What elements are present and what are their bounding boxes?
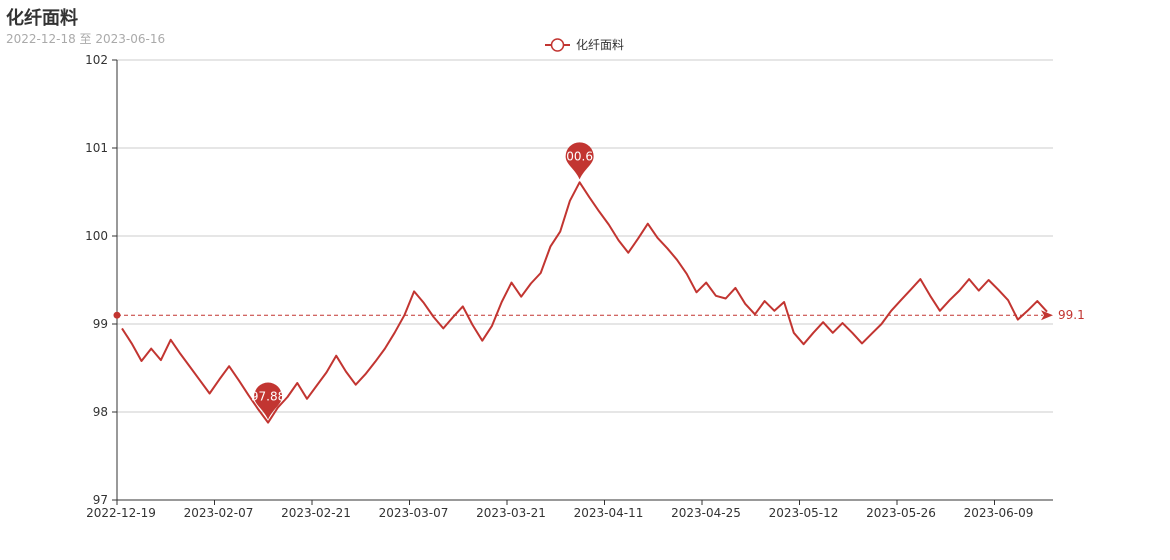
markpoints: 100.61 97.88 bbox=[251, 142, 601, 420]
axes: 97 98 99 100 101 102 2022-12-19 2023-02-07 2023-… bbox=[85, 53, 1053, 520]
chart-subtitle: 2022-12-18 至 2023-06-16 bbox=[6, 32, 166, 46]
markline-label: 99.1 bbox=[1058, 308, 1085, 322]
x-tick-label: 2023-06-09 bbox=[964, 506, 1034, 520]
grid-lines bbox=[117, 59, 1053, 413]
markpoint-label: 97.88 bbox=[251, 390, 285, 404]
legend-label: 化纤面料 bbox=[576, 38, 624, 52]
x-tick-label: 2023-05-26 bbox=[866, 506, 936, 520]
x-tick-label: 2023-02-07 bbox=[184, 506, 254, 520]
x-tick-label: 2023-03-21 bbox=[476, 506, 546, 520]
x-tick-label: 2023-02-21 bbox=[281, 506, 351, 520]
y-tick-label: 100 bbox=[85, 229, 108, 243]
x-tick-label: 2022-12-19 bbox=[86, 506, 156, 520]
series-line-group bbox=[121, 181, 1048, 424]
markline-arrow-icon bbox=[1041, 310, 1053, 321]
y-tick-label: 102 bbox=[85, 53, 108, 67]
x-tick-label: 2023-04-25 bbox=[671, 506, 741, 520]
legend-circle-icon bbox=[550, 38, 565, 52]
markpoint-pin-icon bbox=[254, 382, 283, 420]
x-tick-label: 2023-05-12 bbox=[769, 506, 839, 520]
x-tick-label: 2023-03-07 bbox=[379, 506, 449, 520]
chart-title: 化纤面料 bbox=[6, 8, 78, 29]
y-tick-label: 99 bbox=[93, 317, 108, 331]
markpoint-max: 100.61 bbox=[559, 142, 601, 180]
series-line bbox=[121, 181, 1048, 424]
legend[interactable]: 化纤面料 bbox=[545, 38, 624, 52]
y-tick-label: 101 bbox=[85, 141, 108, 155]
markpoint-label: 100.61 bbox=[559, 149, 601, 163]
y-tick-label: 97 bbox=[93, 493, 108, 507]
markpoint-min: 97.88 bbox=[251, 382, 285, 420]
markpoint-pin-icon bbox=[565, 142, 594, 180]
y-tick-label: 98 bbox=[93, 405, 108, 419]
x-tick-label: 2023-04-11 bbox=[574, 506, 644, 520]
